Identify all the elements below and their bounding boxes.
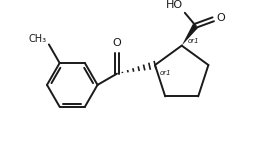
Text: O: O [113,38,121,48]
Text: O: O [216,13,225,23]
Polygon shape [182,24,198,46]
Text: or1: or1 [160,70,171,76]
Text: CH₃: CH₃ [29,34,47,44]
Text: HO: HO [166,0,183,10]
Text: or1: or1 [187,38,199,44]
